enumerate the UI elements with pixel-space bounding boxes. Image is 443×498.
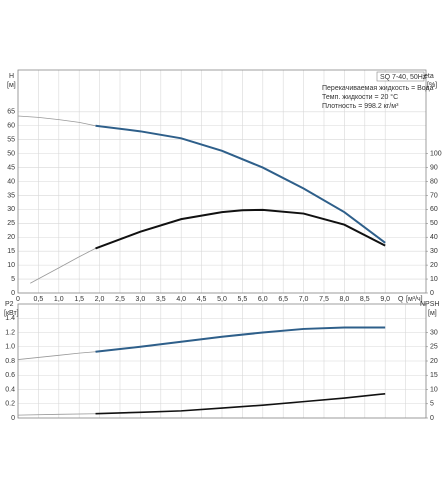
plot-frame xyxy=(17,69,427,294)
x-tick-label: 2,0 xyxy=(95,296,105,303)
y-tick-label: 60 xyxy=(7,123,15,130)
y-tick-label: 45 xyxy=(7,164,15,171)
y2-tick-label: 0 xyxy=(430,415,434,422)
y-tick-label: 50 xyxy=(7,150,15,157)
x-tick-label: 7,0 xyxy=(299,296,309,303)
y2-tick-label: 0 xyxy=(430,290,434,297)
y2-tick-label: 60 xyxy=(430,206,438,213)
annotation: Плотность = 998.2 кг/м³ xyxy=(322,103,399,110)
y-tick-label: 20 xyxy=(7,234,15,241)
y2-tick-label: 20 xyxy=(430,358,438,365)
x-tick-label: 6,0 xyxy=(258,296,268,303)
data-line xyxy=(17,413,96,416)
y2-tick-label: 70 xyxy=(430,192,438,199)
x-tick-label: 5,5 xyxy=(238,296,248,303)
x-axis-unit: [м³/ч] xyxy=(406,296,423,303)
plot-frame xyxy=(17,303,427,419)
data-line xyxy=(17,115,96,127)
y-tick-label: 10 xyxy=(7,262,15,269)
y2-tick-label: 50 xyxy=(430,220,438,227)
y-axis-unit: [м] xyxy=(7,82,16,89)
x-tick-label: 9,0 xyxy=(380,296,390,303)
y2-tick-label: 5 xyxy=(430,401,434,408)
y-tick-label: 15 xyxy=(7,248,15,255)
y2-axis-label: eta xyxy=(424,73,434,80)
y-tick-label: 30 xyxy=(7,206,15,213)
annotation-box xyxy=(376,71,425,82)
y-tick-label: 0 xyxy=(11,415,15,422)
y2-tick-label: 15 xyxy=(430,372,438,379)
annotation: Темп. жидкости = 20 °C xyxy=(322,93,398,101)
x-tick-label: 3,5 xyxy=(156,296,166,303)
x-tick-label: 2,5 xyxy=(115,296,125,303)
x-tick-label: 7,5 xyxy=(319,296,329,303)
x-tick-label: 0 xyxy=(16,296,20,303)
x-tick-label: 1,5 xyxy=(74,296,84,303)
y-tick-label: 5 xyxy=(11,276,15,283)
data-line xyxy=(95,326,386,353)
x-tick-label: 4,5 xyxy=(197,296,207,303)
x-tick-label: 8,0 xyxy=(340,296,350,303)
data-line xyxy=(95,208,386,250)
data-line xyxy=(17,351,96,360)
y-tick-label: 0.8 xyxy=(5,358,15,365)
y-tick-label: 40 xyxy=(7,178,15,185)
x-tick-label: 8,5 xyxy=(360,296,370,303)
x-axis-label: Q xyxy=(398,296,404,303)
data-line xyxy=(95,124,386,244)
x-tick-label: 6,5 xyxy=(278,296,288,303)
x-tick-label: 5,0 xyxy=(217,296,227,303)
y2-axis-unit: [%] xyxy=(427,82,437,89)
y2-axis-label: NPSH xyxy=(420,301,439,308)
y2-tick-label: 40 xyxy=(430,234,438,241)
y2-tick-label: 80 xyxy=(430,178,438,185)
y-tick-label: 0 xyxy=(11,290,15,297)
annotation: Перекачиваемая жидкость = Вода xyxy=(322,85,434,92)
y-tick-label: 55 xyxy=(7,137,15,144)
x-tick-label: 4,0 xyxy=(176,296,186,303)
y-tick-label: 0.4 xyxy=(5,386,15,393)
y2-tick-label: 30 xyxy=(430,329,438,336)
y-tick-label: 0.6 xyxy=(5,372,15,379)
y2-tick-label: 25 xyxy=(430,344,438,351)
x-tick-label: 0,5 xyxy=(34,296,44,303)
y-tick-label: 35 xyxy=(7,192,15,199)
y-tick-label: 1.2 xyxy=(5,329,15,336)
x-tick-label: 3,0 xyxy=(136,296,146,303)
y-tick-label: 0.2 xyxy=(5,401,15,408)
annotation: SQ 7-40, 50Hz xyxy=(380,74,427,81)
y2-tick-label: 10 xyxy=(430,386,438,393)
y2-tick-label: 20 xyxy=(430,262,438,269)
x-tick-label: 1,0 xyxy=(54,296,64,303)
y-axis-label: P2 xyxy=(5,301,14,308)
y2-axis-unit: [м] xyxy=(428,310,437,317)
y2-tick-label: 10 xyxy=(430,276,438,283)
y-tick-label: 65 xyxy=(7,109,15,116)
y-tick-label: 1.0 xyxy=(5,344,15,351)
y-axis-unit: [кВт] xyxy=(4,310,19,317)
y2-tick-label: 100 xyxy=(430,150,442,157)
y2-tick-label: 90 xyxy=(430,164,438,171)
y-axis-label: H xyxy=(9,73,14,80)
data-line xyxy=(95,392,386,415)
y-tick-label: 25 xyxy=(7,220,15,227)
y-tick-label: 1.4 xyxy=(5,315,15,322)
data-line xyxy=(30,248,96,284)
y2-tick-label: 30 xyxy=(430,248,438,255)
